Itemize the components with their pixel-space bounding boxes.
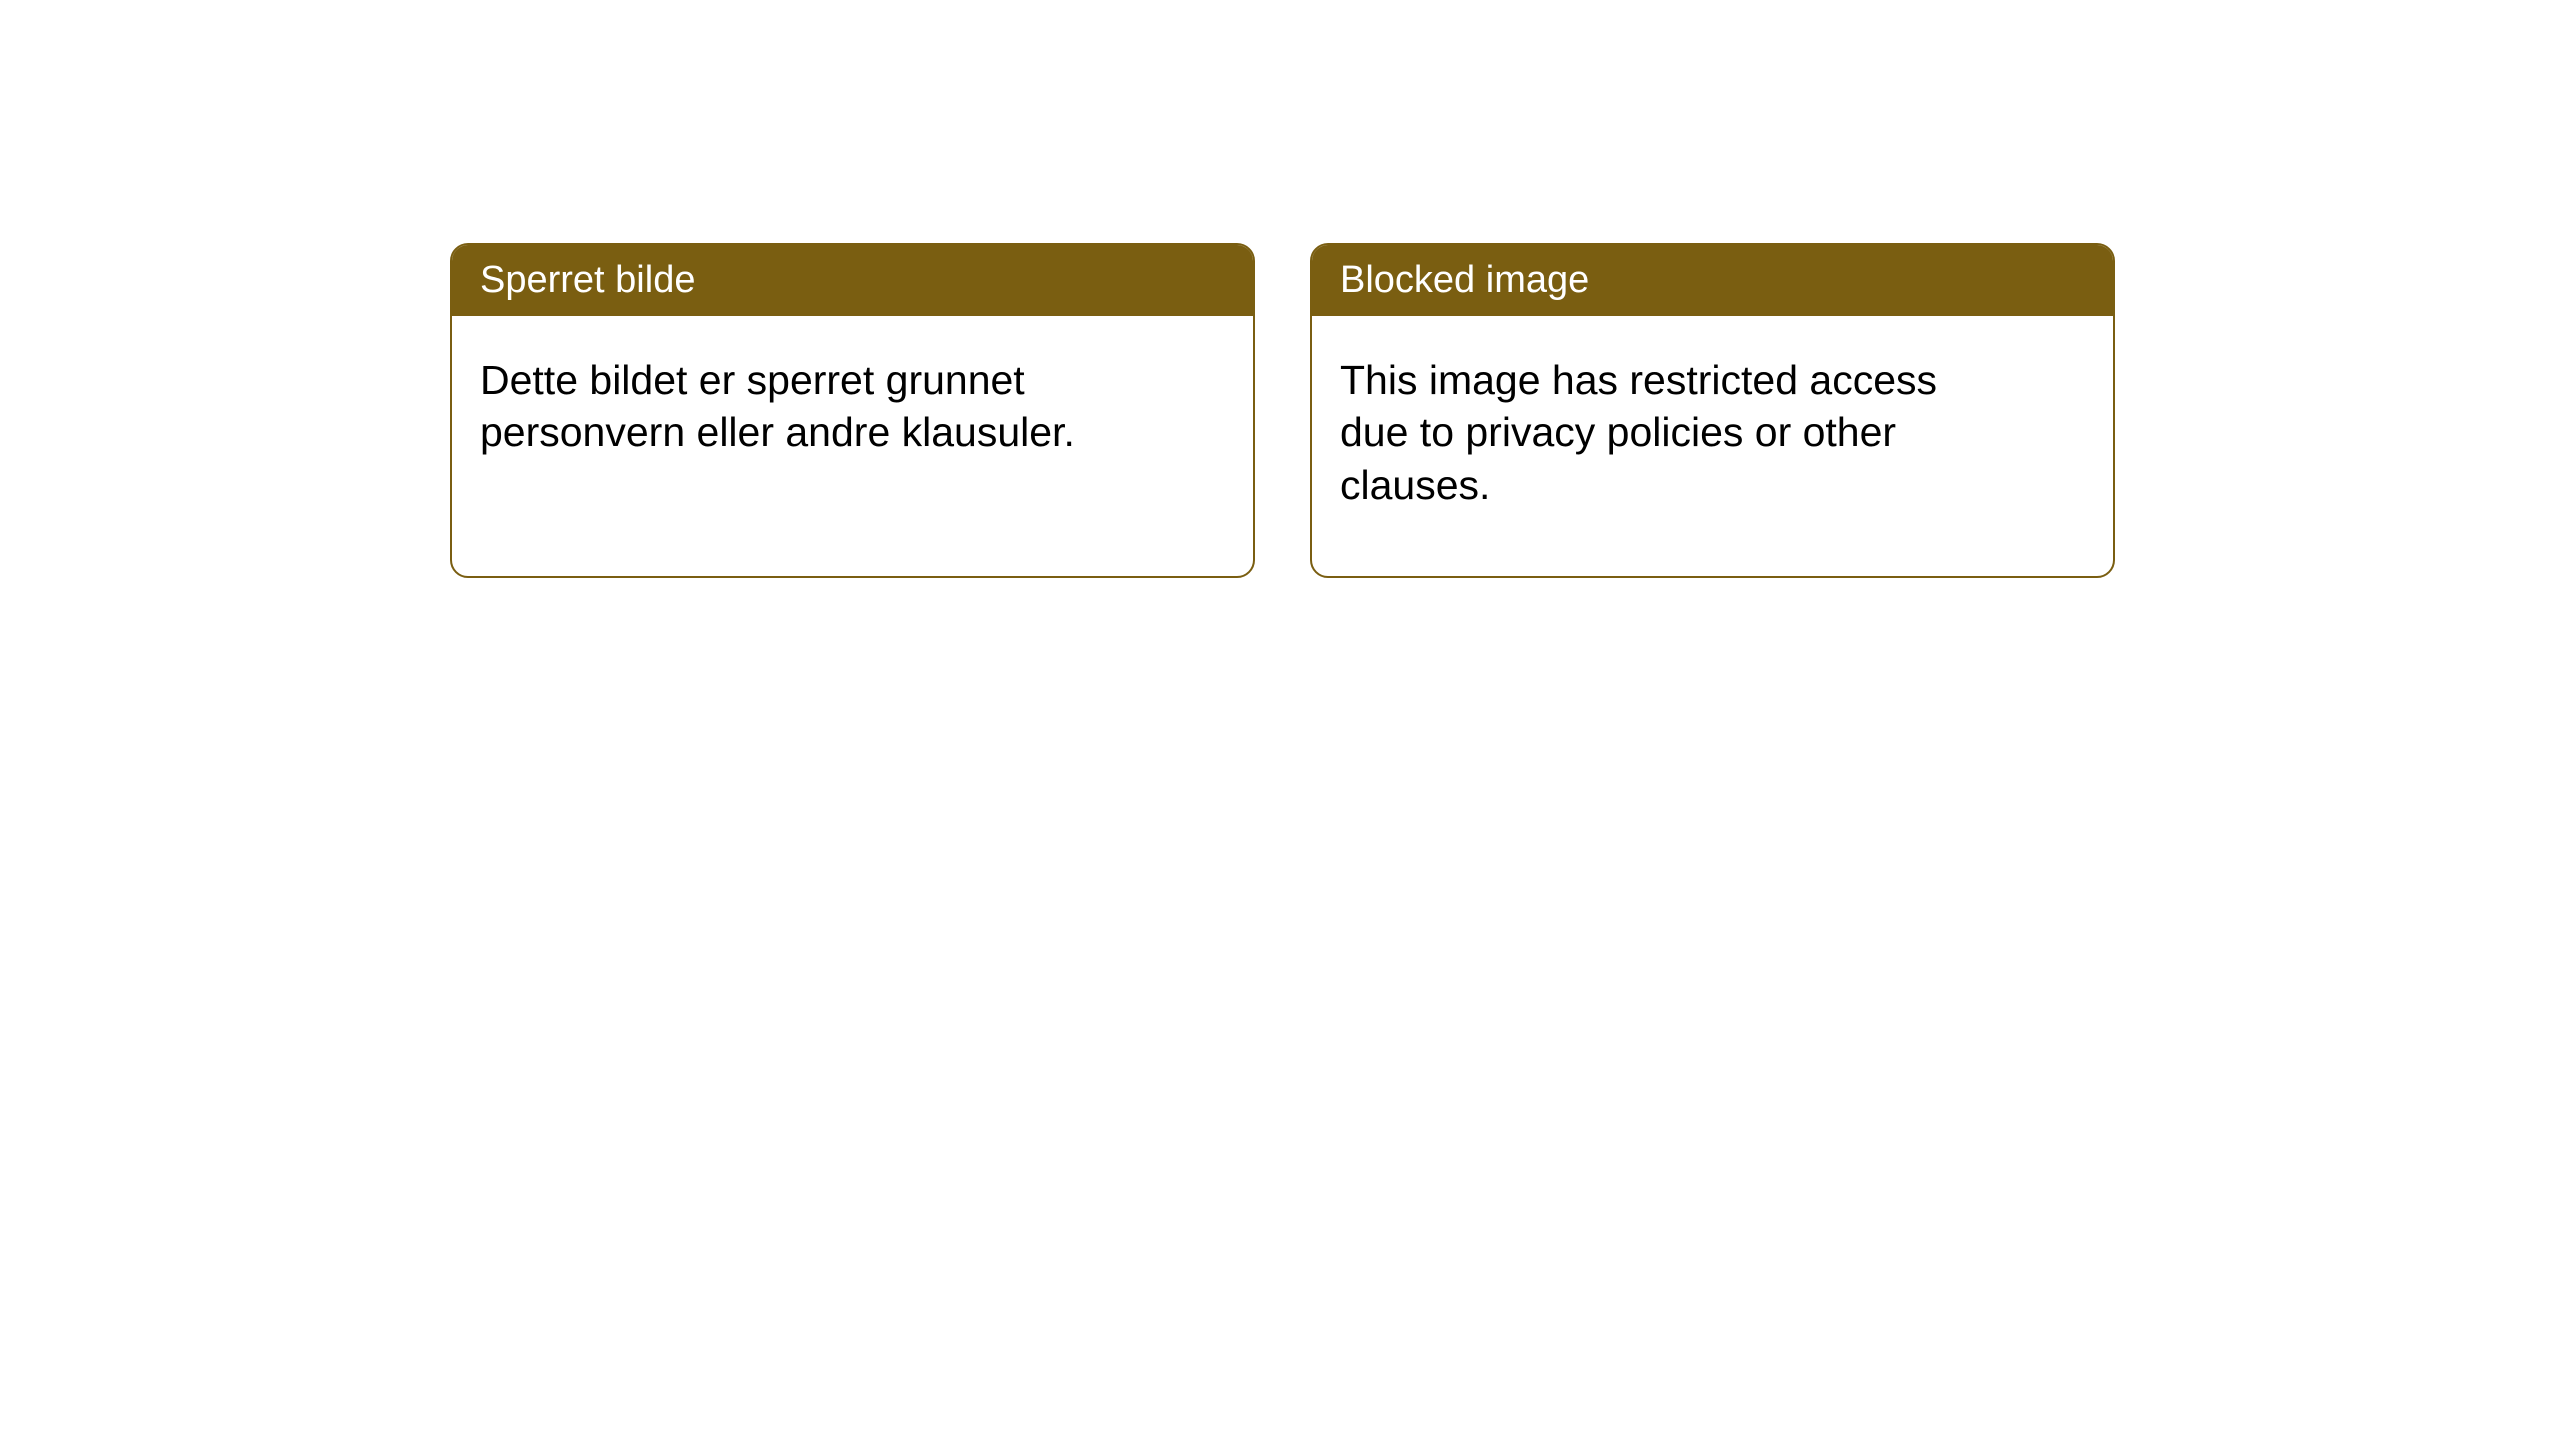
notice-title: Sperret bilde [480,259,695,301]
notice-header: Sperret bilde [452,245,1253,316]
notice-body-text: Dette bildet er sperret grunnet personve… [480,357,1075,455]
notice-header: Blocked image [1312,245,2113,316]
notice-body: This image has restricted access due to … [1312,316,1992,549]
notice-card-english: Blocked image This image has restricted … [1310,243,2115,578]
notice-container: Sperret bilde Dette bildet er sperret gr… [450,243,2115,578]
notice-body: Dette bildet er sperret grunnet personve… [452,316,1132,497]
notice-title: Blocked image [1340,259,1589,301]
notice-body-text: This image has restricted access due to … [1340,357,1937,508]
notice-card-norwegian: Sperret bilde Dette bildet er sperret gr… [450,243,1255,578]
